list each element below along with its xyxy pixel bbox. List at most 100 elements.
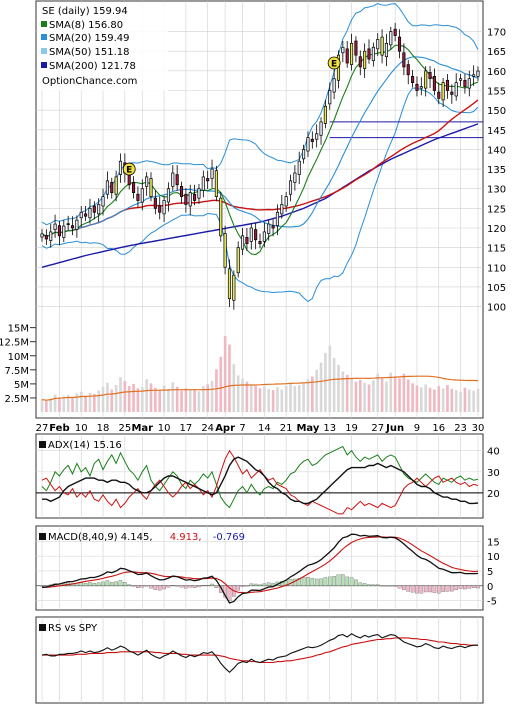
volume-bar	[284, 385, 288, 412]
axis-ticks: 27 Feb 10 18 25 Mar 10 17 24 Apr 7 14 21 May 13 19 27 Jun…	[0, 28, 506, 434]
x-tick-label: 10	[75, 423, 88, 434]
macd-histogram-bar	[301, 577, 306, 586]
volume-bar	[245, 381, 249, 412]
macd-histogram-bar	[397, 585, 402, 589]
x-tick-label: 19	[345, 423, 358, 434]
x-tick-label: Mar	[131, 423, 153, 434]
macd-histogram-bar	[428, 585, 432, 593]
volume-bar	[114, 385, 118, 412]
candle-body	[319, 121, 323, 136]
volume-bar	[127, 386, 131, 412]
candle-body	[450, 91, 454, 95]
volume-bar	[140, 387, 144, 412]
indicator-panels: 40 30 20 15 10 5 0 -5	[36, 445, 500, 674]
candle-body	[132, 182, 136, 193]
candle-body	[101, 196, 105, 207]
adx-title: ADX(14) 15.16	[48, 440, 122, 451]
macd-histogram-bar	[323, 577, 328, 586]
candle-body	[206, 178, 210, 182]
volume-tick-label: 10M	[8, 352, 29, 363]
volume-bar	[202, 386, 205, 412]
candle-body	[245, 237, 249, 245]
macd-histogram-bar	[458, 585, 463, 589]
rs-legend-swatch	[39, 624, 46, 631]
price-tick-label: 125	[487, 204, 506, 215]
candle-body	[175, 174, 179, 186]
candle-body	[267, 223, 271, 234]
volume-average-line	[41, 375, 479, 401]
macd-histogram-bar	[406, 585, 411, 592]
volume-bar	[249, 385, 253, 412]
volume-bar	[219, 356, 223, 412]
candle-body	[306, 137, 310, 152]
candle-body	[389, 31, 393, 46]
macd-histogram-bar	[341, 574, 345, 586]
candle-body	[88, 208, 92, 219]
candle-body	[432, 76, 436, 91]
candle-body	[40, 233, 44, 238]
macd-histogram-bar	[476, 585, 480, 589]
macd-histogram-bar	[332, 576, 336, 586]
candle-body	[328, 90, 332, 105]
volume-bar	[154, 387, 157, 412]
volume-bar	[293, 386, 297, 412]
volume-bar	[433, 389, 436, 412]
candle-body	[241, 235, 245, 250]
candle-body	[459, 78, 463, 81]
macd-histogram-bar	[432, 585, 437, 593]
volume-bar	[232, 364, 236, 412]
volume-bar	[289, 383, 292, 412]
volume-bar	[454, 390, 458, 412]
volume-bar	[254, 386, 257, 412]
adx-di-minus-line	[41, 449, 479, 515]
rs-panel-frame	[35, 616, 484, 704]
macd-histogram-bar	[463, 585, 467, 590]
candle-body	[428, 72, 432, 80]
volume-bar	[415, 385, 419, 412]
legend-swatch-sma50	[41, 48, 47, 54]
candle-body	[254, 229, 258, 241]
volume-bar	[446, 385, 449, 412]
candle-body	[302, 149, 306, 160]
macd-histogram-bar	[40, 585, 44, 587]
candle-body	[411, 76, 415, 83]
candle-body	[149, 178, 153, 197]
volume-bar	[267, 388, 271, 412]
x-tick-label: 25	[118, 423, 131, 434]
x-tick-label: 24	[201, 423, 214, 434]
volume-bar	[380, 378, 384, 412]
volume-bar	[363, 382, 366, 412]
volume-bar	[459, 391, 462, 412]
volume-bar	[171, 382, 175, 412]
volume-bar	[184, 388, 188, 412]
candle-body	[171, 172, 175, 187]
volume-bar	[167, 388, 170, 412]
volume-bar	[79, 391, 83, 412]
x-tick-label: 27	[371, 423, 384, 434]
candle-body	[367, 48, 371, 60]
macd-histogram-bar	[262, 583, 267, 586]
macd-histogram-bar	[205, 585, 210, 586]
x-tick-label: 9	[414, 423, 420, 434]
volume-bar	[132, 383, 135, 412]
candle-body	[323, 105, 327, 124]
candle-body	[249, 227, 253, 242]
candle-body	[201, 176, 205, 191]
legend-label-sma20: SMA(20) 159.49	[49, 33, 130, 44]
candle-body	[358, 56, 362, 68]
volume-bar	[306, 379, 310, 412]
candle-body	[179, 186, 184, 197]
volume-bar	[236, 375, 240, 412]
sma200-line	[41, 123, 479, 268]
volume-bar	[188, 390, 192, 412]
volume-tick-label: 15M	[8, 324, 29, 335]
volume-bar	[49, 398, 53, 412]
candle-body	[62, 225, 66, 238]
candle-body	[275, 211, 279, 226]
volume-bar	[398, 378, 401, 412]
candle-body	[445, 79, 450, 91]
candle-body	[354, 40, 358, 56]
candle-body	[140, 188, 144, 203]
macd-histogram-bar	[144, 585, 149, 587]
volume-bar	[345, 374, 349, 412]
